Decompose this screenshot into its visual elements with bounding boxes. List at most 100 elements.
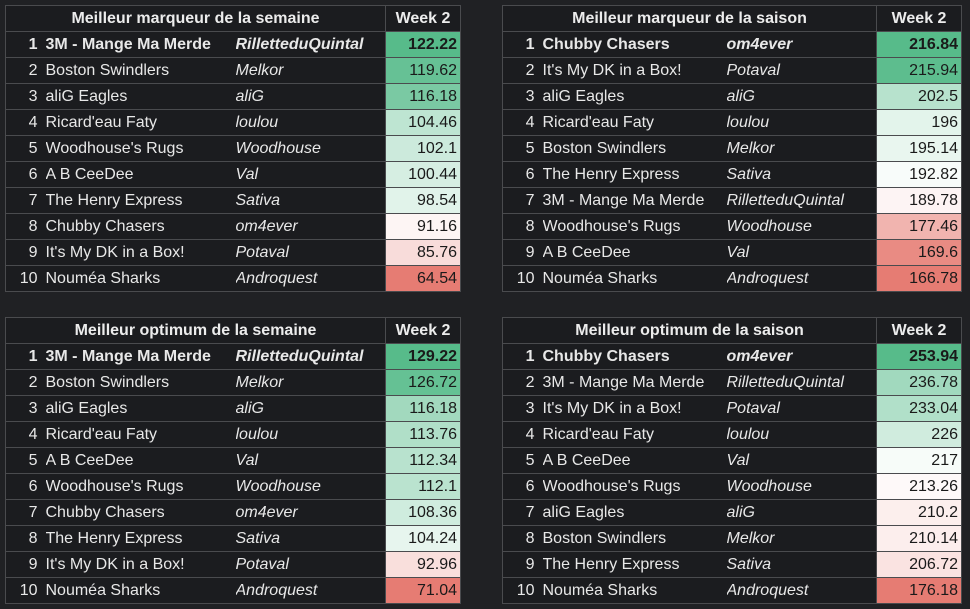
owner-name-cell: Potaval (235, 551, 386, 578)
rank-cell: 10 (502, 265, 543, 292)
score-cell: 202.5 (876, 83, 963, 110)
team-name-cell: Woodhouse's Rugs (45, 473, 236, 500)
team-name-cell: A B CeeDee (542, 239, 727, 266)
rank-cell: 2 (502, 369, 543, 396)
table-row: 4 Ricard'eau Faty loulou 226 (502, 421, 962, 448)
owner-name-cell: Androquest (235, 577, 386, 604)
table-row: 7 Chubby Chasers om4ever 108.36 (5, 499, 462, 526)
owner-name-cell: loulou (235, 421, 386, 448)
table-row: 8 The Henry Express Sativa 104.24 (5, 525, 462, 552)
score-cell: 196 (876, 109, 963, 136)
week-column-header: Week 2 (876, 317, 962, 344)
table-row: 7 aliG Eagles aliG 210.2 (502, 499, 962, 526)
rank-cell: 3 (502, 83, 543, 110)
owner-name-cell: RilletteduQuintal (235, 343, 386, 370)
score-cell: 169.6 (876, 239, 963, 266)
score-cell: 226 (876, 421, 962, 448)
table-row: 9 It's My DK in a Box! Potaval 92.96 (5, 551, 462, 578)
table-row: 2 3M - Mange Ma Merde RilletteduQuintal 236… (502, 369, 962, 396)
owner-name-cell: RilletteduQuintal (726, 187, 877, 214)
team-name-cell: 3M - Mange Ma Merde (45, 31, 236, 58)
rank-cell: 1 (502, 31, 543, 58)
team-name-cell: The Henry Express (542, 551, 727, 578)
team-name-cell: aliG Eagles (45, 395, 236, 422)
rank-cell: 1 (502, 343, 543, 370)
rank-cell: 2 (502, 57, 543, 84)
owner-name-cell: Val (235, 447, 386, 474)
rank-cell: 1 (5, 31, 46, 58)
team-name-cell: aliG Eagles (542, 499, 727, 526)
rank-cell: 5 (5, 135, 46, 162)
team-name-cell: Boston Swindlers (542, 525, 727, 552)
team-name-cell: It's My DK in a Box! (45, 239, 236, 266)
score-cell: 215.94 (876, 57, 963, 84)
table-title: Meilleur optimum de la saison (502, 317, 877, 344)
score-cell: 210.14 (876, 525, 962, 552)
team-name-cell: Ricard'eau Faty (542, 109, 727, 136)
weekly-top-scorer-table: Meilleur marqueur de la semaine Week 2 1… (5, 5, 461, 292)
owner-name-cell: aliG (726, 499, 877, 526)
owner-name-cell: Potaval (235, 239, 386, 266)
week-column-header: Week 2 (876, 5, 963, 32)
score-cell: 166.78 (876, 265, 963, 292)
rank-cell: 3 (502, 395, 543, 422)
table-row: 10 Nouméa Sharks Androquest 166.78 (502, 265, 963, 292)
team-name-cell: It's My DK in a Box! (542, 395, 727, 422)
table-row: 9 The Henry Express Sativa 206.72 (502, 551, 962, 578)
rank-cell: 9 (502, 551, 543, 578)
team-name-cell: 3M - Mange Ma Merde (45, 343, 236, 370)
rank-cell: 5 (502, 135, 543, 162)
score-cell: 189.78 (876, 187, 963, 214)
team-name-cell: A B CeeDee (45, 161, 236, 188)
score-cell: 176.18 (876, 577, 962, 604)
team-name-cell: Chubby Chasers (45, 213, 236, 240)
rank-cell: 1 (5, 343, 46, 370)
rank-cell: 9 (5, 551, 46, 578)
owner-name-cell: Potaval (726, 57, 877, 84)
rank-cell: 4 (5, 109, 46, 136)
table-row: 10 Nouméa Sharks Androquest 64.54 (5, 265, 461, 292)
score-cell: 213.26 (876, 473, 962, 500)
owner-name-cell: Sativa (235, 187, 386, 214)
rank-cell: 6 (502, 473, 543, 500)
rank-cell: 7 (502, 499, 543, 526)
table-row: 10 Nouméa Sharks Androquest 176.18 (502, 577, 962, 604)
score-cell: 119.62 (385, 57, 461, 84)
rank-cell: 8 (5, 213, 46, 240)
team-name-cell: Nouméa Sharks (45, 577, 236, 604)
owner-name-cell: Sativa (726, 161, 877, 188)
owner-name-cell: Melkor (235, 369, 386, 396)
team-name-cell: It's My DK in a Box! (542, 57, 727, 84)
table-row: 6 The Henry Express Sativa 192.82 (502, 161, 963, 188)
score-cell: 206.72 (876, 551, 962, 578)
rank-cell: 2 (5, 57, 46, 84)
score-cell: 177.46 (876, 213, 963, 240)
score-cell: 129.22 (385, 343, 462, 370)
table-row: 1 Chubby Chasers om4ever 253.94 (502, 343, 962, 370)
team-name-cell: Boston Swindlers (45, 57, 236, 84)
rank-cell: 2 (5, 369, 46, 396)
rank-cell: 10 (5, 577, 46, 604)
rank-cell: 6 (502, 161, 543, 188)
owner-name-cell: Melkor (726, 135, 877, 162)
team-name-cell: Ricard'eau Faty (45, 421, 236, 448)
owner-name-cell: Androquest (726, 265, 877, 292)
rank-cell: 7 (502, 187, 543, 214)
rank-cell: 5 (5, 447, 46, 474)
score-cell: 92.96 (385, 551, 462, 578)
team-name-cell: Woodhouse's Rugs (542, 213, 727, 240)
owner-name-cell: Melkor (726, 525, 877, 552)
owner-name-cell: aliG (726, 83, 877, 110)
score-cell: 113.76 (385, 421, 462, 448)
team-name-cell: Chubby Chasers (542, 31, 727, 58)
table-row: 5 Boston Swindlers Melkor 195.14 (502, 135, 963, 162)
table-row: 3 It's My DK in a Box! Potaval 233.04 (502, 395, 962, 422)
team-name-cell: The Henry Express (45, 187, 236, 214)
table-row: 7 The Henry Express Sativa 98.54 (5, 187, 461, 214)
owner-name-cell: Woodhouse (235, 473, 386, 500)
table-row: 6 Woodhouse's Rugs Woodhouse 112.1 (5, 473, 462, 500)
rank-cell: 8 (5, 525, 46, 552)
